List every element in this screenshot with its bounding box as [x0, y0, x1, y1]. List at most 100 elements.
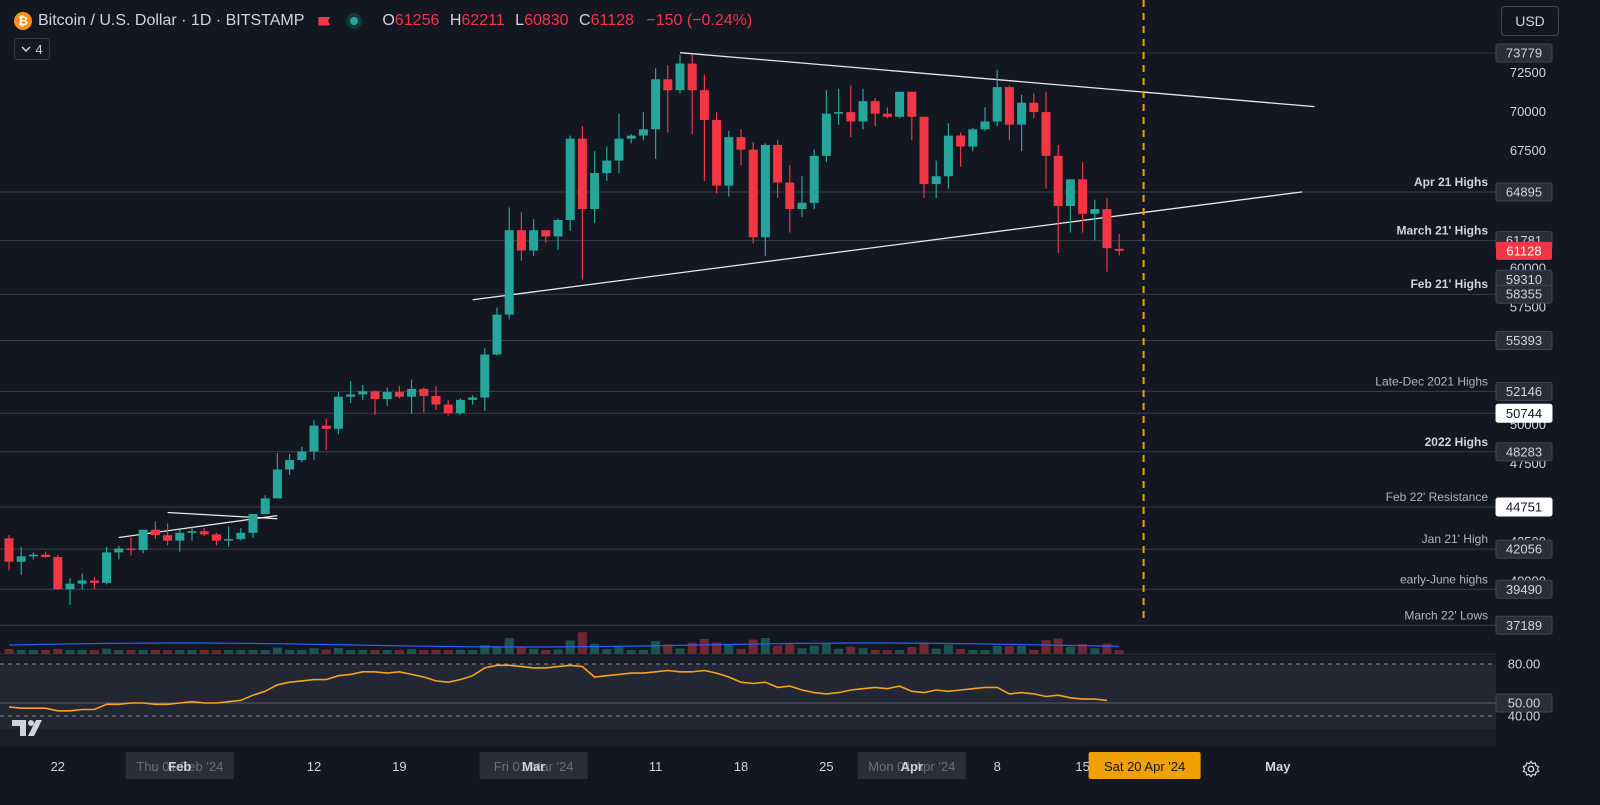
- candle: [919, 116, 929, 199]
- volume-bar: [1004, 646, 1014, 654]
- volume-bar: [699, 638, 709, 654]
- price-marker: 37189: [1495, 615, 1553, 635]
- price-marker-label: 73779: [1506, 45, 1542, 60]
- candle: [126, 537, 136, 556]
- currency-button[interactable]: USD: [1501, 6, 1559, 36]
- volume-bar: [455, 650, 465, 654]
- candle: [114, 546, 124, 560]
- volume-bar: [907, 647, 917, 654]
- price-marker-box: [1495, 497, 1553, 517]
- volume-bar: [260, 650, 270, 654]
- candle-body: [321, 425, 331, 429]
- candle: [175, 529, 185, 552]
- level-label: 2022 Highs: [1425, 435, 1489, 449]
- price-marker: 55393: [1495, 331, 1553, 351]
- candle-body: [529, 230, 539, 251]
- candle-body: [431, 395, 441, 405]
- candle: [358, 385, 368, 400]
- volume-bar: [224, 650, 234, 654]
- tradingview-logo[interactable]: [12, 718, 48, 744]
- candle-body: [1017, 102, 1027, 125]
- volume-bar: [577, 632, 587, 654]
- horizontal-levels: [0, 52, 1496, 626]
- candle: [724, 130, 734, 197]
- time-axis-bg: [0, 746, 1600, 805]
- candle: [846, 85, 856, 138]
- candle-body: [211, 534, 221, 541]
- volume-bar: [77, 650, 87, 654]
- candle: [553, 218, 563, 250]
- candle: [590, 151, 600, 224]
- price-marker-label: 37189: [1506, 618, 1542, 633]
- volume-bar: [809, 645, 819, 654]
- volume-bar: [651, 641, 661, 654]
- candle: [565, 135, 575, 231]
- candle-body: [309, 425, 319, 452]
- price-marker-label: 44751: [1506, 499, 1542, 514]
- open-label: O: [382, 12, 395, 29]
- volume-bar: [626, 650, 636, 654]
- candle-body: [187, 531, 197, 533]
- volume-bar: [1114, 650, 1124, 654]
- settings-gear-icon[interactable]: [1522, 760, 1540, 778]
- candle: [260, 495, 270, 515]
- candle-body: [846, 112, 856, 122]
- candle-body: [553, 220, 563, 237]
- volume-bar: [382, 650, 392, 654]
- candle-body: [736, 137, 746, 150]
- date-tick-label: 8: [994, 759, 1001, 774]
- candle: [931, 160, 941, 199]
- candle-body: [870, 101, 880, 114]
- candle: [712, 112, 722, 194]
- close-label: C: [579, 12, 591, 29]
- trend-line[interactable]: [167, 511, 278, 520]
- candle: [663, 65, 673, 133]
- indicators-toggle-button[interactable]: 4: [14, 38, 50, 60]
- candle-body: [968, 129, 978, 147]
- candle: [285, 453, 295, 475]
- candle-body: [260, 498, 270, 515]
- volume-bar: [41, 650, 51, 654]
- volume-bar: [590, 643, 600, 654]
- volume-bar: [687, 642, 697, 654]
- change-value: −150 (−0.24%): [646, 12, 753, 29]
- volume-bar: [785, 644, 795, 654]
- date-tick-label: May: [1265, 759, 1291, 774]
- price-marker: 48283: [1495, 442, 1553, 462]
- candle: [1114, 233, 1124, 256]
- candle-body: [687, 63, 697, 91]
- candle: [53, 554, 63, 590]
- volume-bar: [187, 650, 197, 654]
- candle-body: [516, 230, 526, 251]
- candle-body: [1029, 102, 1039, 113]
- volume-bar: [882, 650, 892, 654]
- candle-body: [358, 391, 368, 395]
- trend-line[interactable]: [472, 191, 1303, 301]
- volume-bar: [1029, 650, 1039, 654]
- volume-bar: [309, 648, 319, 654]
- rsi-indicator: [0, 663, 1496, 717]
- price-marker-label: 58355: [1506, 287, 1542, 302]
- volume-bar: [175, 650, 185, 654]
- volume-bar: [248, 650, 258, 654]
- candle-body: [834, 112, 844, 114]
- candle: [236, 528, 246, 541]
- candle-body: [992, 87, 1002, 122]
- candle: [407, 379, 417, 414]
- symbol-header[interactable]: ₿ Bitcoin / U.S. Dollar · 1D · BITSTAMP …: [14, 10, 752, 32]
- candle: [956, 132, 966, 167]
- candle: [748, 141, 758, 244]
- crosshair-date-marker: Sat 20 Apr '24: [1088, 752, 1201, 779]
- volume-bar: [1090, 648, 1100, 654]
- price-marker-box: [1495, 331, 1553, 351]
- candle-body: [712, 119, 722, 186]
- candle-body: [150, 529, 160, 536]
- level-label: March 21' Highs: [1396, 224, 1488, 238]
- volume-bar: [748, 639, 758, 654]
- price-marker-box: [1495, 539, 1553, 559]
- volume-bar: [394, 650, 404, 654]
- candle-body: [785, 182, 795, 210]
- price-marker-label: 52146: [1506, 384, 1542, 399]
- flag-icon[interactable]: [318, 16, 331, 26]
